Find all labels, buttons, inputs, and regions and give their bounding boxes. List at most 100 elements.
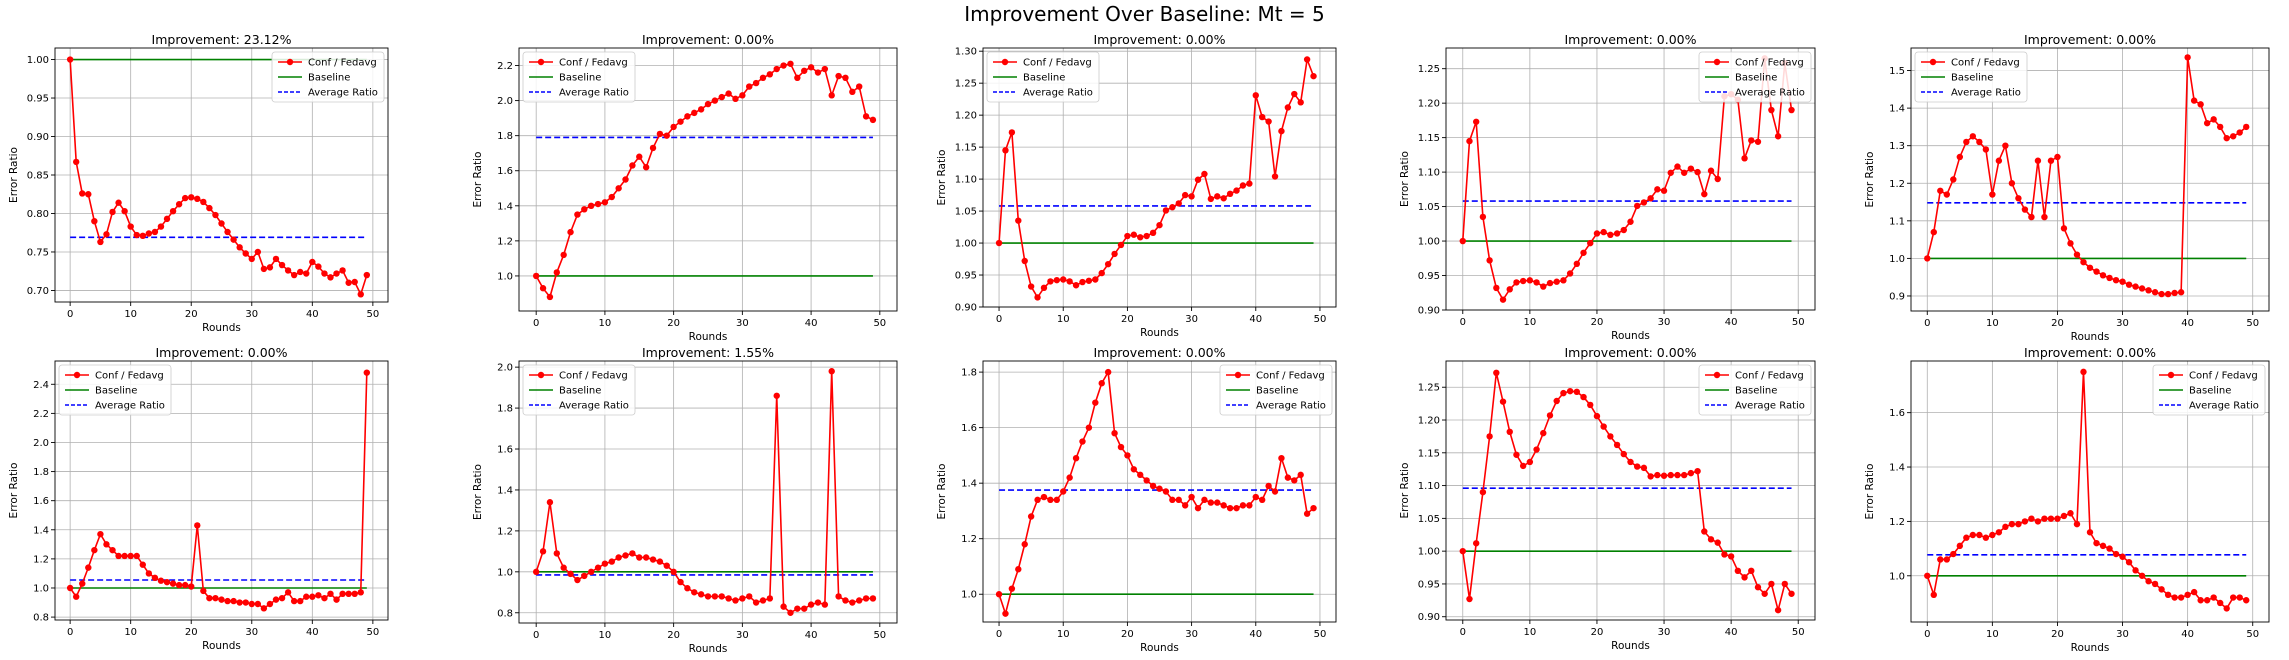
data-point xyxy=(1271,173,1279,180)
data-point xyxy=(546,293,554,301)
data-point xyxy=(85,564,92,571)
y-axis-label: Error Ratio xyxy=(1864,464,1876,520)
data-point xyxy=(212,211,219,219)
x-tick-label: 30 xyxy=(1658,317,1671,328)
data-point xyxy=(1258,496,1266,504)
data-point xyxy=(587,202,595,209)
data-point xyxy=(1040,284,1048,292)
data-point xyxy=(1169,204,1176,211)
data-point xyxy=(345,279,352,286)
data-point xyxy=(139,561,146,568)
subplot-5: 0 10 20 30 40 50 0.9 1.0 1.1 1.2 1.3 1.4 1.5 Improvem… xyxy=(1864,32,2270,343)
data-point xyxy=(1506,428,1513,436)
y-tick-label: 1.15 xyxy=(1418,448,1440,459)
data-point xyxy=(1506,286,1513,293)
data-point xyxy=(2230,133,2237,140)
data-point xyxy=(1104,368,1112,376)
data-point xyxy=(835,72,842,80)
x-tick-label: 20 xyxy=(185,627,198,638)
legend: Conf / Fedavg Baseline Average Ratio xyxy=(986,51,1100,103)
data-point xyxy=(1924,255,1931,262)
data-point xyxy=(718,593,725,600)
data-point xyxy=(849,599,856,606)
data-point xyxy=(2236,594,2243,601)
data-point xyxy=(2145,287,2152,294)
y-tick-label: 1.05 xyxy=(1418,514,1440,525)
data-point xyxy=(835,593,842,600)
data-point xyxy=(1613,230,1621,237)
data-point xyxy=(1130,231,1138,238)
data-point xyxy=(1943,556,1951,563)
data-point xyxy=(2106,274,2113,282)
data-point xyxy=(1566,387,1574,395)
data-point xyxy=(725,90,732,97)
data-point xyxy=(1768,580,1775,588)
data-point xyxy=(157,223,165,230)
y-tick-label: 1.2 xyxy=(1889,517,1905,528)
legend-label: Average Ratio xyxy=(1735,88,1805,99)
data-point xyxy=(2021,206,2029,213)
data-point xyxy=(532,272,540,280)
data-point xyxy=(807,64,815,71)
data-point xyxy=(1607,433,1614,440)
data-point xyxy=(1654,471,1661,479)
legend-label: Average Ratio xyxy=(1256,401,1326,412)
data-point xyxy=(339,590,346,598)
data-point xyxy=(2125,281,2133,288)
legend-marker xyxy=(73,371,81,379)
x-tick-label: 10 xyxy=(124,309,137,320)
data-point xyxy=(1647,473,1654,480)
x-axis-label: Rounds xyxy=(2071,331,2110,343)
x-axis-label: Rounds xyxy=(1140,327,1179,339)
data-point xyxy=(1627,218,1634,225)
legend-label: Baseline xyxy=(1735,73,1777,84)
data-point xyxy=(1647,195,1654,202)
data-point xyxy=(151,574,159,582)
data-point xyxy=(574,576,581,584)
y-tick-label: 1.4 xyxy=(1889,104,1905,115)
data-point xyxy=(1607,231,1614,239)
data-point xyxy=(1021,257,1028,265)
y-tick-label: 0.9 xyxy=(1889,291,1905,302)
y-tick-label: 1.6 xyxy=(497,445,513,456)
data-point xyxy=(697,591,705,598)
data-point xyxy=(1963,138,1970,146)
data-point xyxy=(248,255,255,263)
data-point xyxy=(2034,518,2042,525)
data-point xyxy=(363,369,371,376)
data-point xyxy=(2054,515,2061,522)
subplot-7: 0 10 20 30 40 50 0.8 1.0 1.2 1.4 1.6 1.8 2.0 Improvem… xyxy=(472,345,898,655)
legend-box xyxy=(522,364,636,416)
data-point xyxy=(787,609,794,616)
data-point xyxy=(321,594,328,602)
legend-box xyxy=(58,364,172,416)
data-point xyxy=(2021,518,2029,525)
data-point xyxy=(169,207,177,215)
data-point xyxy=(1580,249,1587,256)
x-tick-label: 50 xyxy=(1792,627,1805,638)
data-point xyxy=(739,92,746,99)
data-point xyxy=(1085,277,1093,284)
data-point xyxy=(272,596,280,603)
subplot-title: Improvement: 23.12% xyxy=(152,32,292,47)
y-tick-label: 0.75 xyxy=(27,247,49,258)
y-tick-label: 0.95 xyxy=(1418,579,1440,590)
legend-marker xyxy=(286,58,294,66)
data-point xyxy=(1533,446,1540,453)
y-tick-label: 1.00 xyxy=(1418,237,1440,248)
data-point xyxy=(1748,137,1755,144)
data-point xyxy=(2106,545,2113,552)
data-point xyxy=(2080,368,2087,376)
data-point xyxy=(109,208,116,216)
legend-box xyxy=(986,51,1100,103)
axes-frame xyxy=(54,360,389,621)
data-point xyxy=(670,123,677,131)
data-point xyxy=(1687,165,1695,172)
data-point xyxy=(1297,99,1304,106)
data-point xyxy=(1667,169,1674,176)
data-point xyxy=(856,83,863,90)
data-point xyxy=(1066,474,1073,481)
data-point xyxy=(1660,187,1668,194)
data-point xyxy=(622,552,629,559)
data-point xyxy=(1620,226,1627,234)
